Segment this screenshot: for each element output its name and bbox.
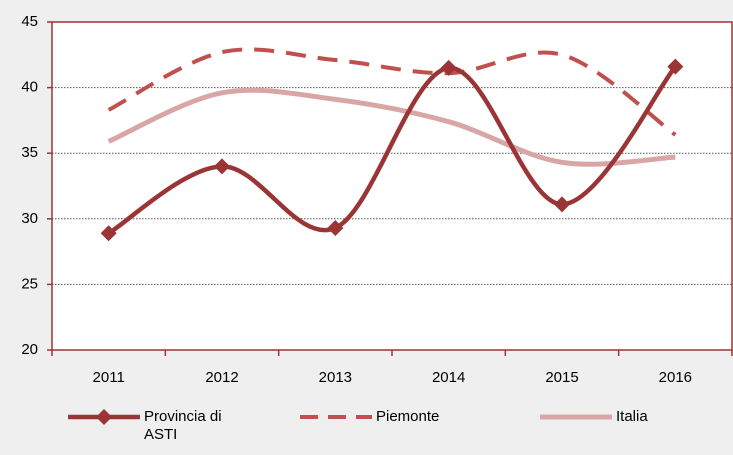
x-tick-label: 2014	[432, 369, 465, 386]
plot-area	[51, 21, 733, 351]
y-tick-label: 20	[21, 341, 38, 358]
legend-label: Italia	[616, 408, 648, 425]
x-tick-label: 2015	[545, 369, 578, 386]
legend: Provincia di ASTI Piemonte Italia	[0, 408, 733, 455]
series-line	[107, 87, 676, 167]
marker	[440, 59, 457, 76]
y-tick-label: 45	[21, 13, 38, 30]
x-tick-label: 2011	[93, 369, 125, 386]
legend-label: Provincia di ASTI	[144, 408, 222, 443]
marker	[667, 58, 684, 75]
x-tick-label: 2012	[205, 369, 238, 386]
marker	[100, 225, 117, 242]
legend-item: Provincia di ASTI	[68, 408, 254, 444]
marker	[554, 196, 570, 213]
legend-marker	[96, 409, 112, 425]
y-tick-label: 25	[21, 275, 38, 292]
legend-swatch	[68, 409, 140, 425]
x-tick-label: 2013	[319, 369, 352, 386]
legend-swatch	[540, 414, 612, 420]
marker	[327, 219, 344, 236]
legend-label: Piemonte	[376, 408, 440, 425]
x-tick-label: 2016	[659, 369, 692, 386]
series-line	[107, 47, 677, 137]
y-tick-label: 40	[21, 79, 38, 96]
legend-item: Italia	[540, 408, 733, 426]
marker	[214, 158, 230, 175]
y-tick-label: 35	[21, 144, 38, 161]
legend-item: Piemonte	[300, 408, 506, 426]
legend-swatch	[300, 415, 372, 419]
y-tick-label: 30	[21, 210, 38, 227]
